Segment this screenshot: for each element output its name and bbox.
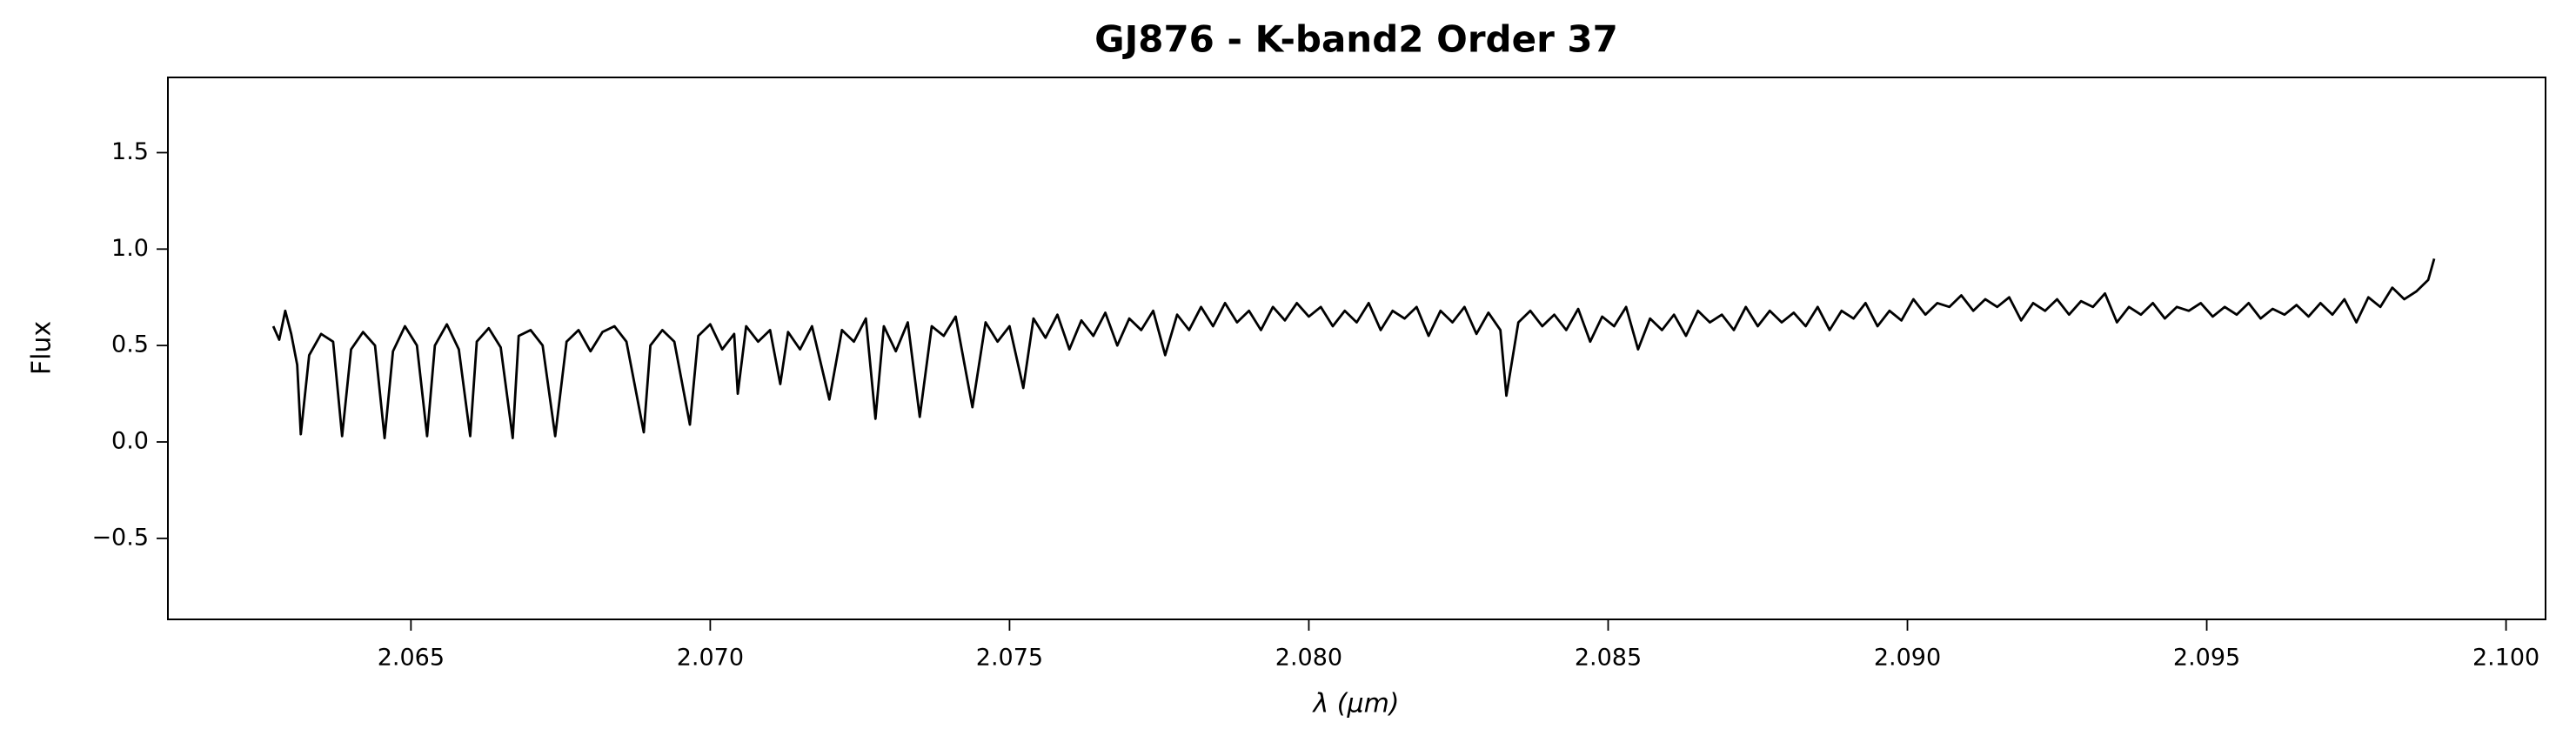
y-tick-label: 0.0 (111, 428, 149, 455)
x-tick-label: 2.075 (976, 645, 1043, 672)
x-tick-label: 2.065 (378, 645, 445, 672)
y-tick-label: 1.0 (111, 235, 149, 262)
x-tick-label: 2.080 (1275, 645, 1342, 672)
x-tick-label: 2.085 (1575, 645, 1642, 672)
y-tick-label: −0.5 (91, 524, 149, 551)
y-tick-label: 1.5 (111, 138, 149, 165)
y-axis-label: Flux (27, 321, 57, 375)
x-tick-label: 2.070 (677, 645, 744, 672)
chart-title: GJ876 - K-band2 Order 37 (1094, 18, 1618, 61)
x-tick-label: 2.090 (1874, 645, 1941, 672)
y-tick-label: 0.5 (111, 331, 149, 358)
x-axis-label: λ (μm) (1311, 689, 1399, 719)
x-tick-label: 2.100 (2472, 645, 2539, 672)
spectrum-line (271, 258, 2436, 439)
x-tick-label: 2.095 (2173, 645, 2240, 672)
plot-frame (167, 77, 2546, 620)
